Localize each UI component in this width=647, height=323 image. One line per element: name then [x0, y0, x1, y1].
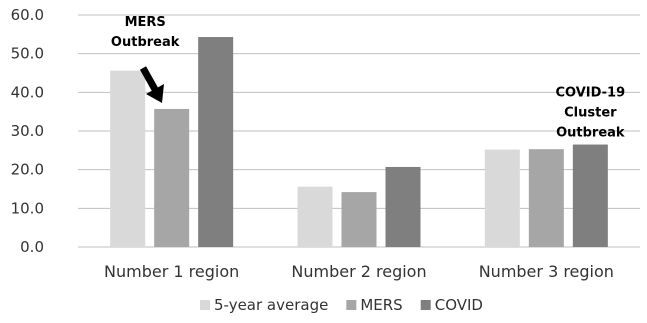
- annotation-text: Outbreak: [111, 35, 180, 50]
- y-tick-label: 20.0: [11, 161, 44, 179]
- y-tick-label: 50.0: [11, 45, 44, 63]
- legend-swatch: [346, 300, 357, 310]
- bar: [572, 144, 608, 247]
- bar: [484, 149, 520, 247]
- annotation-text: COVID-19: [555, 86, 625, 101]
- legend-label: COVID: [435, 296, 483, 314]
- category-label: Number 1 region: [104, 262, 239, 281]
- bar: [341, 192, 377, 247]
- arrow-head: [146, 84, 164, 103]
- y-tick-label: 60.0: [11, 6, 44, 24]
- bar: [385, 166, 421, 247]
- category-label: Number 2 region: [291, 262, 426, 281]
- y-tick-label: 10.0: [11, 199, 44, 217]
- x-axis-categories: Number 1 region Number 2 region Number 3 r…: [104, 262, 614, 281]
- bar: [110, 70, 146, 248]
- annotations: MERS Outbreak COVID-19 Cluster Outbreak: [111, 15, 625, 141]
- annotation-text: Cluster: [564, 106, 617, 121]
- annotation-text: Outbreak: [556, 126, 625, 141]
- legend-label: 5-year average: [214, 296, 328, 314]
- annotation-text: MERS: [125, 15, 166, 30]
- bars: [110, 37, 608, 248]
- legend-swatch: [420, 300, 431, 310]
- bar: [154, 108, 190, 248]
- y-tick-label: 30.0: [11, 122, 44, 140]
- category-label: Number 3 region: [479, 262, 614, 281]
- y-axis-ticks: 0.0 10.0 20.0 30.0 40.0 50.0 60.0: [11, 6, 44, 256]
- y-tick-label: 40.0: [11, 83, 44, 101]
- arrow-shaft: [139, 66, 161, 95]
- y-tick-label: 0.0: [20, 238, 44, 256]
- bar: [528, 149, 564, 247]
- legend-label: MERS: [360, 296, 402, 314]
- legend: 5-year average MERS COVID: [200, 296, 483, 314]
- bar: [198, 37, 234, 247]
- bar: [297, 186, 333, 247]
- legend-swatch: [200, 300, 210, 310]
